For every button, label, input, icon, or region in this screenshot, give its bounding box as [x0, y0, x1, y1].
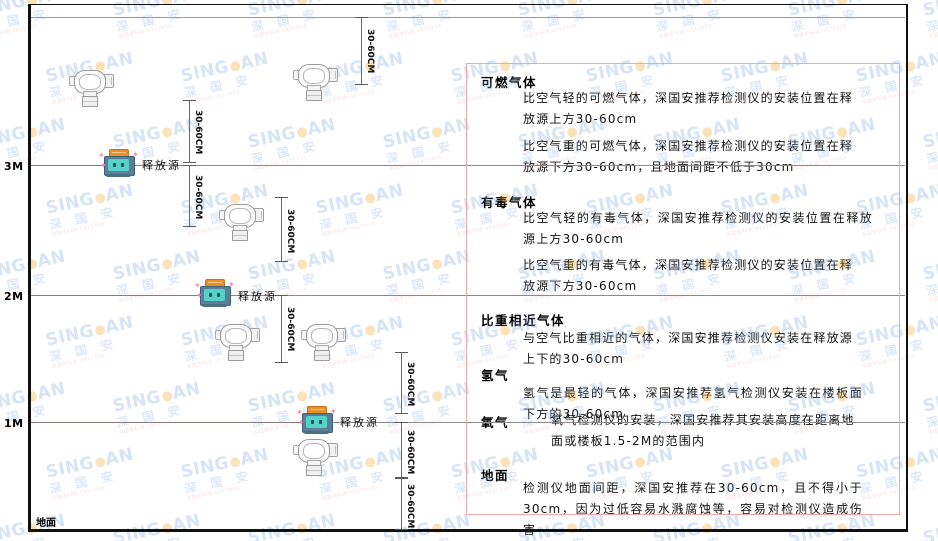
dimension-label: 30-60CM [285, 307, 295, 352]
right-border [906, 4, 908, 532]
source-leader-line [31, 165, 103, 166]
panel-section-title: 有毒气体 [481, 195, 538, 210]
dimension-marker: 30-60CM [183, 100, 203, 163]
dimension-marker: 30-60CM [395, 422, 415, 478]
panel-section-paragraph: 氢气是最轻的气体，深国安推荐氢气检测仪安装在楼板面下方的30-60cm [523, 386, 863, 421]
dimension-label: 30-60CM [405, 430, 415, 475]
panel-section-paragraph: 比空气轻的可燃气体，深国安推荐检测仪的安装位置在释放源上方30-60cm [523, 91, 854, 126]
panel-section-paragraph: 比空气重的有毒气体，深国安推荐检测仪的安装位置在释放源下方30-60cm [523, 258, 854, 293]
dimension-label: 30-60CM [405, 484, 415, 529]
axis-label-2m: 2M [4, 290, 24, 303]
panel-section-paragraph: 与空气比重相近的气体，深国安推荐检测仪安装在释放源上下的30-60cm [523, 331, 854, 366]
gas-detector-icon [300, 322, 346, 361]
axis-label-1m: 1M [4, 417, 24, 430]
release-source-icon: ✶ ✶ ✦ [98, 148, 139, 178]
dimension-marker: 30-60CM [183, 165, 203, 227]
axis-label-3m: 3M [4, 160, 24, 173]
panel-section-title: 比重相近气体 [481, 313, 566, 328]
panel-section-title: 地面 [481, 468, 510, 483]
gas-detector-icon [292, 437, 338, 476]
dimension-label: 30-60CM [285, 209, 295, 254]
dimension-marker: 30-60CM [275, 197, 295, 262]
panel-section-paragraph: 氧气检测仪的安装，深国安推荐其安装高度在距离地面或楼板1.5-2M的范围内 [551, 413, 855, 448]
dimension-label: 30-60CM [193, 175, 203, 220]
dimension-marker: 30-60CM [355, 17, 375, 85]
level-line-2 [31, 422, 905, 423]
ground-label: 地面 [36, 518, 56, 529]
release-source-label: 释放源 [340, 416, 379, 429]
level-line-0 [31, 165, 905, 166]
panel-section-paragraph: 检测仪地面间距，深国安推荐在30-60cm，且不得小于30cm，因为过低容易水溅… [523, 481, 863, 537]
dimension-label: 30-60CM [405, 362, 415, 407]
ground-axis [28, 529, 908, 532]
dimension-marker: 30-60CM [275, 295, 295, 363]
panel-section-title: 氢气 [481, 368, 510, 383]
source-leader-line [31, 295, 199, 296]
release-source-label: 释放源 [238, 290, 277, 303]
dimension-marker: 30-60CM [395, 478, 415, 530]
info-panel [466, 63, 900, 515]
gas-detector-icon [214, 322, 260, 361]
vertical-axis [28, 4, 31, 532]
level-line-1 [31, 295, 905, 296]
source-leader-line [31, 422, 301, 423]
ceiling-line [31, 17, 905, 18]
gas-detector-icon [292, 62, 338, 101]
dimension-label: 30-60CM [193, 110, 203, 155]
gas-detector-icon [218, 202, 264, 241]
panel-section-paragraph: 比空气轻的有毒气体，深国安推荐检测仪的安装位置在释放源上方30-60cm [523, 211, 873, 246]
panel-section-title: 可燃气体 [481, 75, 538, 90]
dimension-marker: 30-60CM [395, 352, 415, 414]
dimension-label: 30-60CM [365, 29, 375, 74]
release-source-icon: ✶ ✶ ✦ [296, 405, 337, 435]
gas-detector-icon [68, 68, 114, 107]
panel-section-paragraph: 比空气重的可燃气体，深国安推荐检测仪的安装位置在释放源下方30-60cm，且地面… [523, 139, 854, 174]
release-source-icon: ✶ ✶ ✦ [194, 278, 235, 308]
release-source-label: 释放源 [142, 159, 181, 172]
top-border [28, 4, 908, 5]
